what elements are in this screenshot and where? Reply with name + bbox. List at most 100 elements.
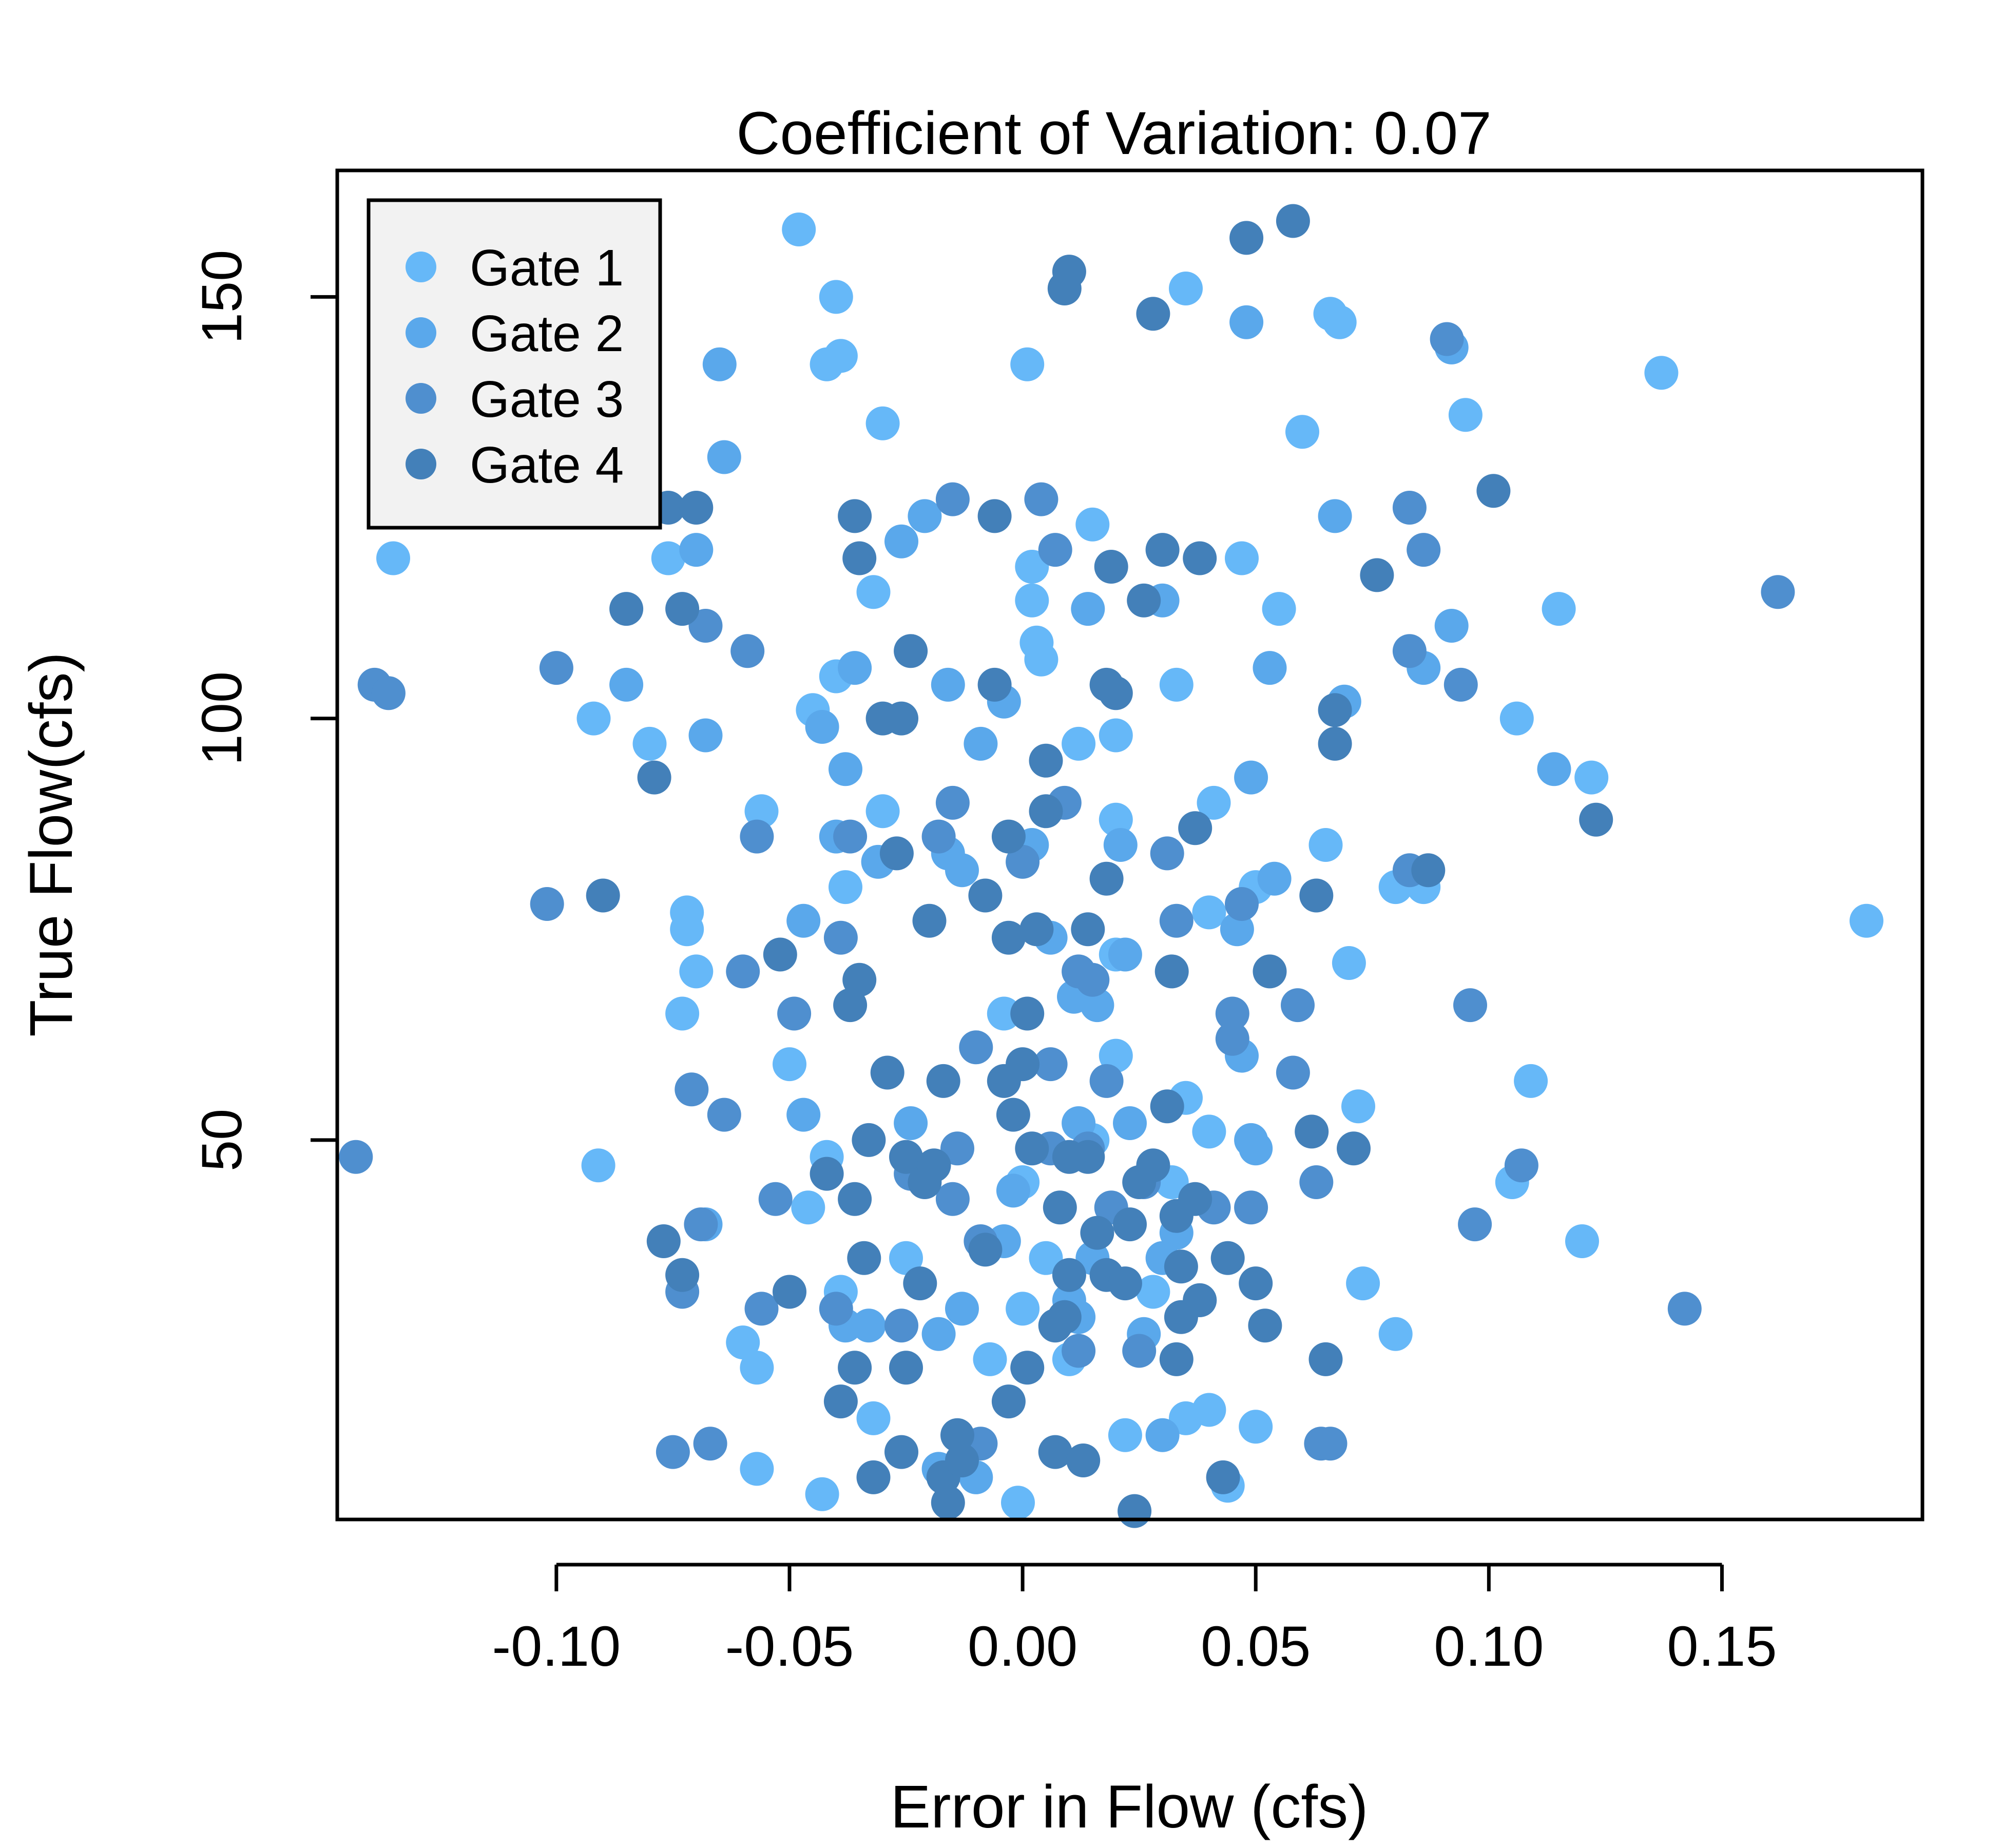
data-point	[1229, 221, 1264, 255]
y-tick-label: 100	[190, 671, 254, 766]
data-point	[823, 920, 858, 955]
data-point	[1360, 558, 1394, 592]
data-point	[1159, 667, 1194, 702]
data-point	[1234, 760, 1268, 795]
data-point	[1052, 1258, 1086, 1292]
data-point	[884, 701, 918, 736]
data-point	[1448, 398, 1483, 432]
data-point	[1015, 1131, 1049, 1166]
data-point	[1253, 954, 1287, 989]
data-point	[829, 752, 862, 786]
data-point	[1169, 1401, 1203, 1435]
data-point	[1164, 1249, 1198, 1284]
data-point	[1392, 634, 1427, 668]
data-point	[1537, 752, 1571, 786]
data-point	[823, 339, 858, 373]
data-point	[921, 819, 956, 854]
data-point	[1150, 836, 1184, 871]
data-point	[679, 954, 714, 989]
data-point	[1019, 912, 1054, 947]
data-point	[726, 1325, 760, 1360]
data-point	[786, 1098, 821, 1132]
data-point	[1159, 1342, 1194, 1376]
data-point	[1006, 844, 1040, 879]
y-tick-label: 150	[190, 250, 254, 344]
data-point	[1220, 912, 1254, 947]
data-point	[1434, 609, 1469, 643]
data-point	[609, 667, 644, 702]
data-point	[894, 634, 928, 668]
data-point	[1127, 583, 1161, 618]
data-point	[777, 996, 812, 1031]
y-tick-label: 50	[190, 1109, 254, 1171]
data-point	[1253, 651, 1287, 685]
data-point	[1010, 1351, 1045, 1385]
data-point	[1257, 861, 1292, 896]
data-point	[819, 1292, 853, 1326]
data-point	[1154, 954, 1189, 989]
data-point	[1089, 861, 1124, 896]
data-point	[819, 280, 853, 314]
data-point	[968, 878, 1003, 913]
data-point	[1038, 533, 1072, 567]
data-point	[894, 1106, 928, 1140]
data-point	[879, 836, 914, 871]
data-point	[1024, 642, 1058, 677]
data-point	[1192, 895, 1226, 930]
data-point	[1164, 1300, 1198, 1334]
data-point	[935, 482, 970, 516]
data-point	[1062, 1334, 1096, 1368]
data-point	[945, 1292, 979, 1326]
data-point	[940, 1418, 974, 1452]
legend-marker	[406, 383, 436, 414]
x-axis: -0.10 -0.05 0.00 0.05 0.10 0.15	[492, 1563, 1777, 1678]
data-point	[1075, 962, 1110, 997]
data-point	[833, 819, 868, 854]
data-point	[1313, 1427, 1348, 1461]
data-point	[977, 499, 1012, 533]
data-point	[1122, 1334, 1157, 1368]
data-point	[926, 1064, 960, 1098]
data-point	[1308, 1342, 1343, 1376]
data-point	[865, 794, 900, 829]
data-point	[1178, 1182, 1212, 1216]
data-point	[838, 499, 872, 533]
data-point	[791, 1190, 825, 1225]
data-point	[852, 1308, 886, 1343]
legend-marker	[406, 317, 436, 348]
data-point	[1565, 1224, 1599, 1258]
data-point	[1215, 1022, 1249, 1056]
data-point	[1099, 718, 1133, 753]
x-tick-label: 0.00	[968, 1615, 1077, 1678]
data-point	[656, 1435, 690, 1469]
data-point	[931, 1486, 965, 1520]
data-point	[744, 794, 779, 829]
data-point	[810, 1157, 844, 1191]
data-point	[842, 541, 877, 575]
x-tick-label: -0.05	[725, 1615, 854, 1678]
data-point	[996, 1173, 1030, 1208]
data-point	[1308, 828, 1343, 862]
data-point	[1071, 912, 1105, 947]
data-point	[838, 1182, 872, 1216]
data-point	[856, 575, 891, 609]
legend: Gate 1 Gate 2 Gate 3 Gate 4	[367, 198, 662, 530]
data-point	[371, 676, 406, 710]
legend-label: Gate 2	[470, 305, 624, 362]
data-point	[1318, 693, 1352, 727]
data-point	[1285, 415, 1319, 449]
x-tick-label: 0.15	[1667, 1615, 1777, 1678]
data-point	[1089, 1064, 1124, 1098]
data-point	[838, 651, 872, 685]
data-point	[1239, 1266, 1273, 1301]
data-point	[889, 1351, 923, 1385]
data-point	[805, 710, 839, 744]
data-point	[632, 726, 667, 761]
data-point	[1225, 541, 1259, 575]
data-point	[1015, 550, 1049, 584]
data-point	[1113, 1207, 1147, 1242]
x-tick-label: -0.10	[492, 1615, 621, 1678]
data-point	[665, 592, 700, 626]
data-point	[1015, 583, 1049, 618]
data-point	[651, 541, 685, 575]
